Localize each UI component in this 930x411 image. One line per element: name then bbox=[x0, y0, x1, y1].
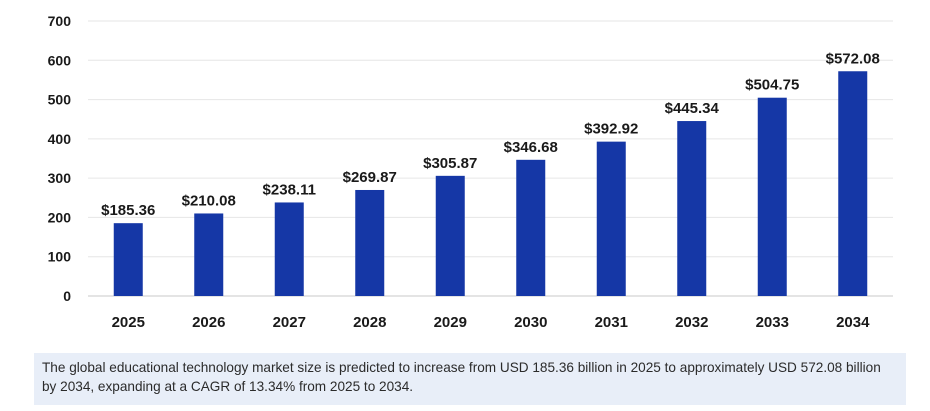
x-tick-label: 2033 bbox=[756, 314, 789, 331]
bar bbox=[838, 71, 868, 296]
x-tick-label: 2034 bbox=[836, 314, 870, 331]
bar bbox=[757, 97, 787, 297]
y-tick-label: 400 bbox=[48, 131, 72, 147]
bar bbox=[677, 121, 707, 296]
bar bbox=[194, 213, 224, 296]
x-tick-label: 2027 bbox=[273, 314, 306, 331]
data-label: $445.34 bbox=[665, 100, 720, 117]
bar bbox=[435, 175, 465, 296]
chart-svg: 0 100 200 300 400 500 600 700 $185.36 2025 $210.08… bbox=[48, 13, 893, 331]
bar bbox=[113, 223, 143, 296]
bar bbox=[274, 202, 304, 296]
data-label: $346.68 bbox=[504, 139, 558, 156]
data-label: $572.08 bbox=[826, 50, 880, 67]
y-tick-label: 200 bbox=[48, 209, 72, 225]
data-label: $305.87 bbox=[423, 155, 477, 172]
y-tick-label: 0 bbox=[63, 288, 71, 304]
y-tick-label: 600 bbox=[48, 52, 72, 68]
y-tick-label: 300 bbox=[48, 170, 72, 186]
x-tick-label: 2026 bbox=[192, 314, 225, 331]
x-tick-label: 2025 bbox=[112, 314, 145, 331]
x-tick-label: 2029 bbox=[434, 314, 467, 331]
data-label: $392.92 bbox=[584, 121, 638, 138]
y-tick-label: 700 bbox=[48, 13, 72, 29]
y-tick-label: 500 bbox=[48, 92, 72, 108]
bar bbox=[596, 141, 626, 296]
x-tick-label: 2031 bbox=[595, 314, 628, 331]
chart-area: 0 100 200 300 400 500 600 700 $185.36 2025 $210.08… bbox=[48, 13, 893, 331]
data-label: $269.87 bbox=[343, 169, 397, 186]
bar bbox=[355, 189, 385, 296]
x-tick-label: 2028 bbox=[353, 314, 386, 331]
bar-chart: 0 100 200 300 400 500 600 700 $185.36 2025 $210.08… bbox=[48, 13, 893, 331]
x-tick-label: 2030 bbox=[514, 314, 547, 331]
data-label: $185.36 bbox=[101, 202, 155, 219]
caption-box: The global educational technology market… bbox=[34, 353, 906, 405]
x-tick-label: 2032 bbox=[675, 314, 708, 331]
bar bbox=[516, 159, 546, 296]
data-label: $504.75 bbox=[745, 77, 799, 94]
data-label: $210.08 bbox=[182, 192, 236, 209]
data-label: $238.11 bbox=[263, 181, 316, 198]
y-tick-label: 100 bbox=[48, 249, 72, 265]
caption-text: The global educational technology market… bbox=[42, 360, 881, 394]
